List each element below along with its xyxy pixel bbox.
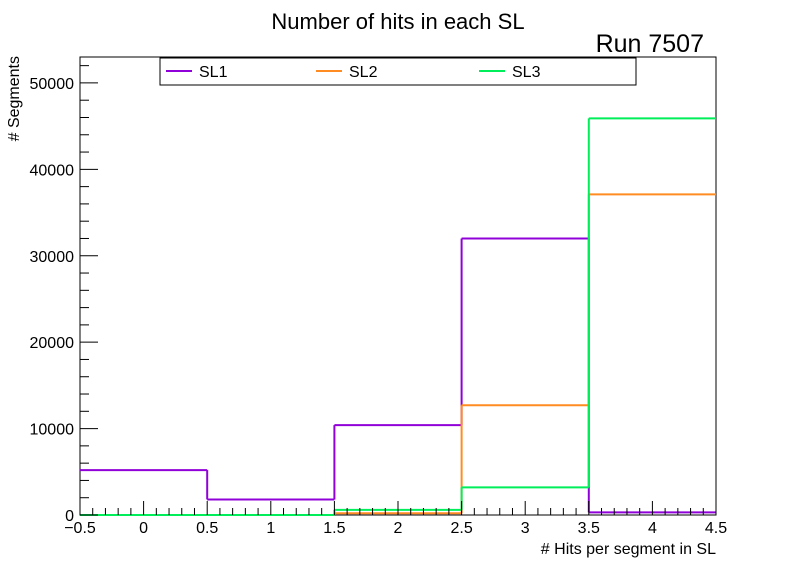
legend-box bbox=[159, 57, 637, 86]
tick-layer bbox=[79, 65, 717, 516]
chart-title: Number of hits in each SL bbox=[271, 9, 524, 34]
x-tick-label: 2 bbox=[394, 520, 403, 537]
y-tick-label: 30000 bbox=[30, 249, 75, 266]
y-tick-label: 40000 bbox=[30, 162, 75, 179]
x-tick-label: 4.5 bbox=[705, 520, 727, 537]
x-axis-title: # Hits per segment in SL bbox=[541, 541, 716, 558]
legend-label-sl3: SL3 bbox=[512, 64, 541, 81]
legend: SL1 SL2 SL3 bbox=[159, 57, 637, 86]
y-tick-label: 0 bbox=[65, 508, 74, 525]
x-tick-label: −0.5 bbox=[64, 520, 96, 537]
legend-label-sl2: SL2 bbox=[349, 64, 378, 81]
x-tick-label: 1 bbox=[266, 520, 275, 537]
run-annotation: Run 7507 bbox=[596, 30, 704, 58]
y-tick-label: 20000 bbox=[30, 335, 75, 352]
x-tick-label: 1.5 bbox=[323, 520, 345, 537]
y-tick-label: 10000 bbox=[30, 422, 75, 439]
y-tick-label: 50000 bbox=[30, 76, 75, 93]
tick-label-layer: −0.5 0 0.5 1 1.5 2 2.5 3 3.5 4 4.50100002000030000… bbox=[30, 76, 728, 537]
x-tick-label: 0 bbox=[139, 520, 148, 537]
x-tick-label: 3.5 bbox=[578, 520, 600, 537]
x-tick-label: 3 bbox=[521, 520, 530, 537]
y-axis-title: # Segments bbox=[6, 56, 23, 141]
legend-label-sl1: SL1 bbox=[199, 64, 228, 81]
x-tick-label: 2.5 bbox=[450, 520, 472, 537]
x-tick-label: 0.5 bbox=[196, 520, 218, 537]
x-tick-label: 4 bbox=[648, 520, 657, 537]
